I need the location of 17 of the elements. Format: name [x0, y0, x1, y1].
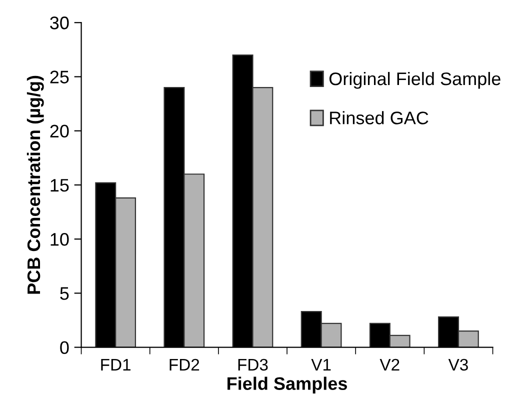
- x-tick-label: V1: [311, 359, 331, 370]
- x-tick-label: FD2: [170, 358, 200, 370]
- x-axis-title: Field Samples: [228, 376, 347, 394]
- y-tick-label: 0: [60, 341, 69, 354]
- y-tick-label: 15: [50, 179, 69, 192]
- y-axis-title: PCB Concentration (µg/g): [26, 76, 44, 294]
- y-tick-label: 20: [50, 124, 69, 138]
- y-tick-label: 25: [50, 70, 69, 84]
- x-tick-label: FD3: [238, 358, 268, 371]
- y-tick-label: 10: [50, 233, 69, 246]
- legend-label: Rinsed GAC: [330, 111, 428, 124]
- y-tick-label: 5: [60, 287, 69, 300]
- x-tick-label: V3: [448, 358, 468, 371]
- y-tick-label: 30: [50, 16, 69, 30]
- legend-label: Original Field Sample: [329, 72, 500, 89]
- x-tick-label: V2: [380, 358, 400, 370]
- x-tick-label: FD1: [101, 359, 130, 370]
